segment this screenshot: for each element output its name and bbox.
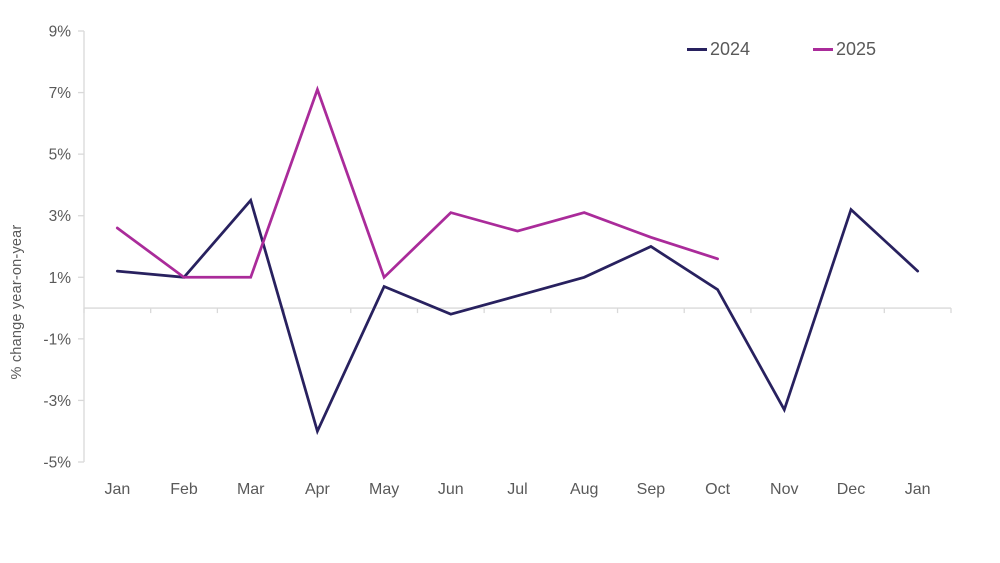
x-tick-label: Sep bbox=[637, 481, 666, 498]
x-tick-label: Nov bbox=[770, 481, 798, 498]
x-tick-label: Jan bbox=[905, 481, 931, 498]
x-tick-label: Jul bbox=[507, 481, 527, 498]
y-axis-title: % change year-on-year bbox=[9, 224, 25, 380]
x-tick-label: Dec bbox=[837, 481, 865, 498]
x-tick-label: Oct bbox=[705, 481, 730, 498]
x-tick-label: Jan bbox=[104, 481, 130, 498]
x-tick-label: Apr bbox=[305, 481, 331, 498]
x-tick-label: May bbox=[369, 481, 399, 498]
y-tick-label: 1% bbox=[49, 270, 72, 287]
series-line-2024 bbox=[115, 197, 920, 436]
y-tick-label: -3% bbox=[43, 393, 71, 410]
y-tick-label: -1% bbox=[43, 331, 71, 348]
legend-item-2024: 2024 bbox=[687, 38, 750, 60]
legend-swatch-2024-icon bbox=[687, 47, 707, 51]
legend-item-2025: 2025 bbox=[813, 38, 876, 60]
series-line-2025 bbox=[115, 85, 719, 280]
legend-label-2025: 2025 bbox=[836, 39, 877, 59]
x-tick-label: Feb bbox=[170, 481, 198, 498]
x-tick-label: Aug bbox=[570, 481, 598, 498]
y-tick-label: 9% bbox=[49, 24, 72, 41]
x-tick-label: Mar bbox=[237, 481, 265, 498]
y-tick-label: -5% bbox=[43, 455, 71, 472]
x-tick-label: Jun bbox=[438, 481, 464, 498]
legend-label-2024: 2024 bbox=[710, 39, 751, 59]
y-tick-label: 3% bbox=[49, 208, 72, 225]
y-tick-label: 7% bbox=[49, 85, 72, 102]
y-tick-label: 5% bbox=[49, 147, 72, 164]
legend-swatch-2025-icon bbox=[813, 47, 833, 51]
